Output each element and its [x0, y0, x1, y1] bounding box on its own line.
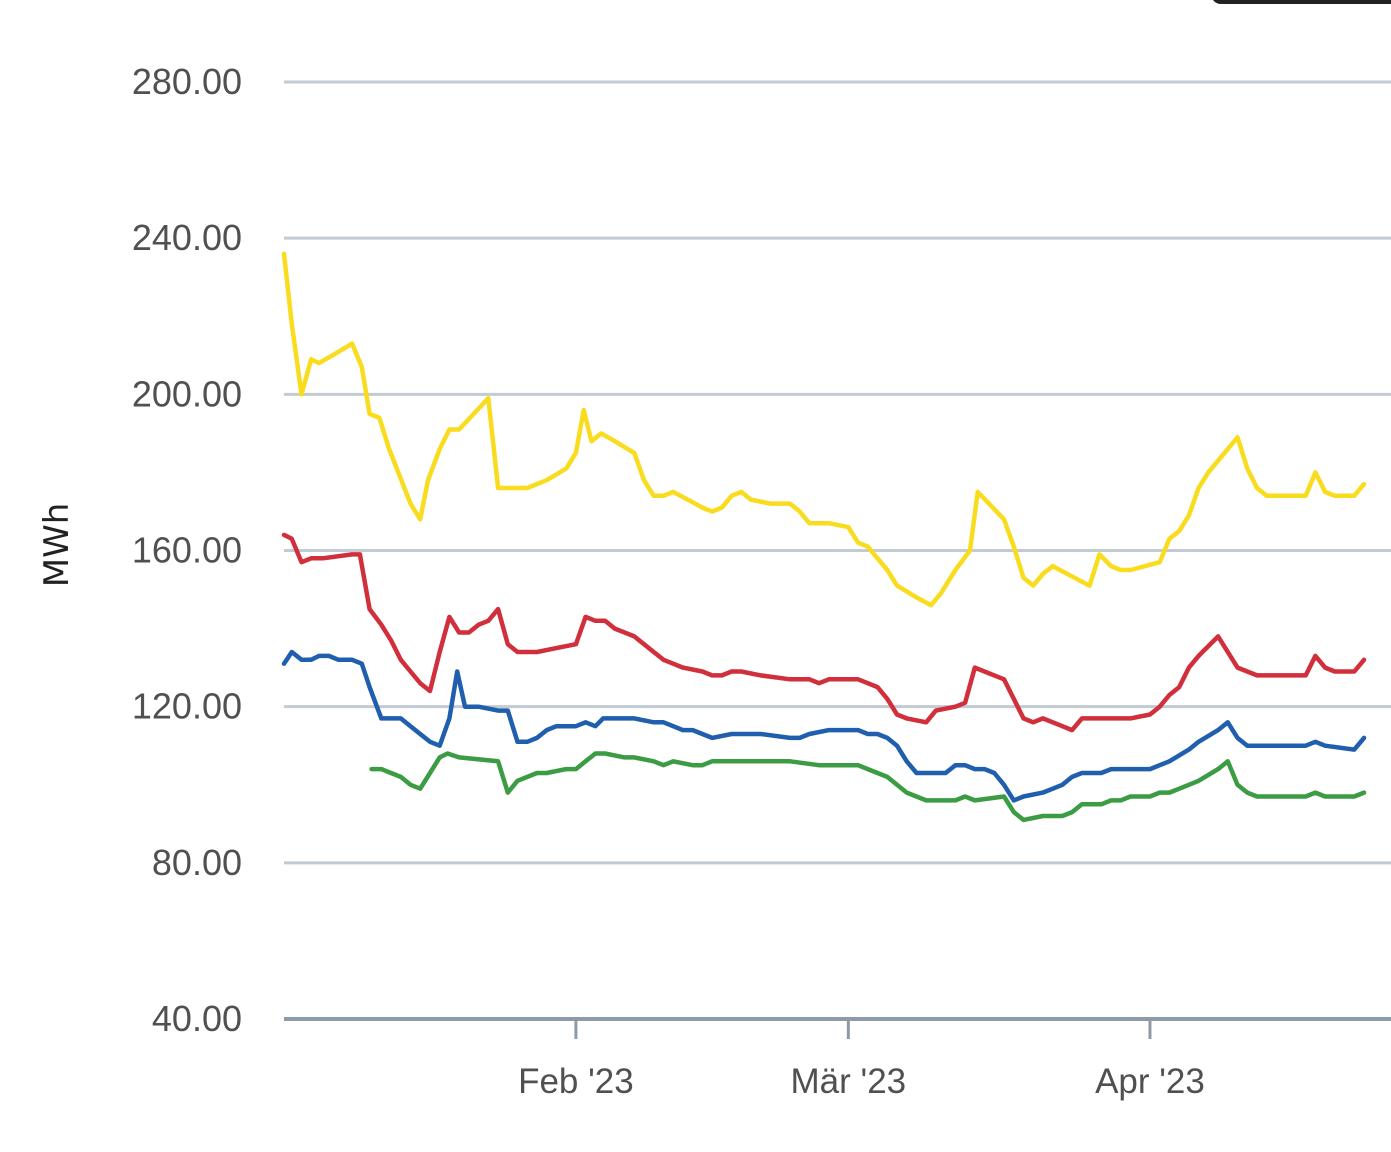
- series-line-green: [369, 751, 1367, 823]
- y-tick-label: 280.00: [132, 61, 242, 102]
- x-tick-label: Feb '23: [518, 1062, 634, 1101]
- window-corner-tab: [1211, 0, 1391, 4]
- y-tick-label: 40.00: [152, 998, 242, 1039]
- series-line-red: [281, 532, 1367, 733]
- series-line-blue: [281, 649, 1367, 803]
- y-tick-label: 200.00: [132, 373, 242, 414]
- gridlines: [284, 80, 1391, 1021]
- y-tick-label: 80.00: [152, 842, 242, 883]
- series-lines: [281, 251, 1367, 823]
- y-tick-label: 240.00: [132, 217, 242, 258]
- y-axis-label: MWh: [37, 503, 77, 588]
- y-axis-ticks: 280.00 240.00 200.00 160.00 120.00 80.00 40.00: [132, 61, 242, 1039]
- y-tick-label: 160.00: [132, 530, 242, 571]
- x-tick-label: Mär '23: [791, 1062, 907, 1101]
- x-tick-label: Apr '23: [1095, 1062, 1205, 1101]
- y-tick-label: 120.00: [132, 686, 242, 727]
- series-line-yellow: [281, 251, 1367, 608]
- x-axis: Feb '23 Mär '23 Apr '23: [518, 1019, 1205, 1101]
